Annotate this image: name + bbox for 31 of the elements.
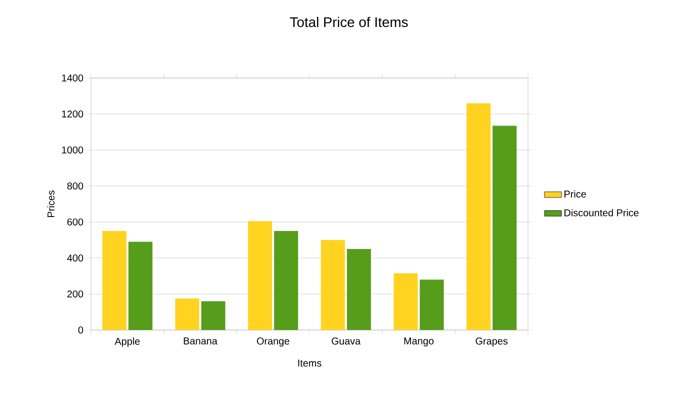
- bar: [492, 126, 517, 330]
- x-tick-label: Mango: [404, 338, 434, 346]
- bar: [394, 273, 418, 330]
- legend-label: Discounted Price: [564, 208, 639, 216]
- bar: [346, 249, 371, 330]
- bar: [201, 301, 226, 330]
- bar: [420, 280, 444, 330]
- bar: [248, 221, 272, 330]
- bar: [128, 242, 152, 330]
- chart-title: Total Price of Items: [290, 16, 408, 28]
- x-tick-label: Grapes: [476, 338, 508, 347]
- y-tick-label: 1400: [62, 74, 84, 82]
- bar: [274, 231, 298, 330]
- y-axis-title: Prices: [47, 190, 54, 218]
- y-tick-label: 200: [67, 290, 84, 298]
- y-tick-label: 800: [67, 182, 84, 190]
- y-tick-label: 400: [67, 254, 84, 262]
- x-tick-label: Orange: [256, 338, 290, 347]
- x-tick-label: Guava: [332, 338, 361, 345]
- x-tick-label: Banana: [184, 338, 218, 344]
- x-axis-title: Items: [298, 360, 322, 367]
- bar: [102, 231, 126, 330]
- bar: [175, 298, 200, 330]
- y-tick-label: 1200: [62, 110, 84, 118]
- bar: [320, 240, 345, 330]
- legend-label: Price: [564, 190, 586, 198]
- y-tick-label: 600: [67, 218, 84, 226]
- bar: [466, 103, 491, 330]
- x-tick-label: Apple: [114, 338, 140, 347]
- y-tick-label: 1000: [62, 146, 84, 154]
- y-tick-label: 0: [78, 326, 84, 334]
